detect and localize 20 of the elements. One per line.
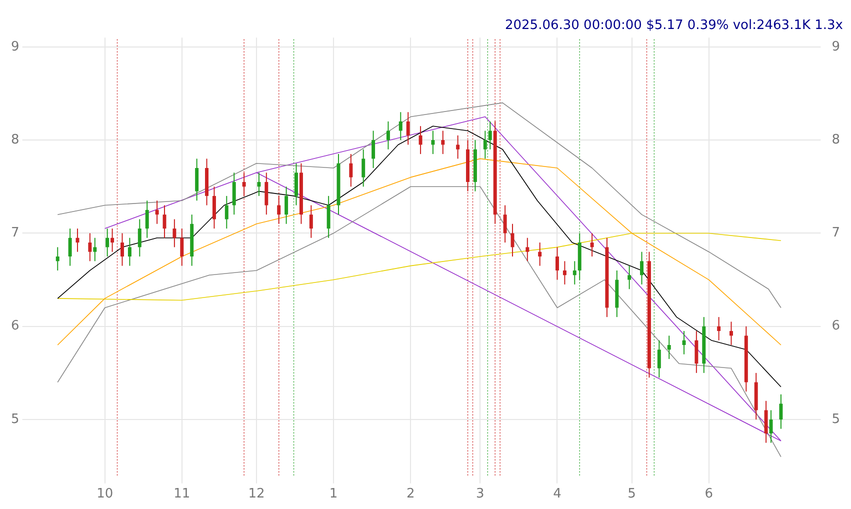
x-tick-label: 10 <box>96 486 114 502</box>
x-tick-label: 5 <box>628 486 636 502</box>
x-tick-label: 12 <box>248 486 265 502</box>
y2-tick-label: 5 <box>832 412 840 427</box>
y2-tick-label: 9 <box>832 39 840 54</box>
y-tick-label: 6 <box>10 318 20 334</box>
x-tick-label: 4 <box>553 486 562 502</box>
x-tick-label: 3 <box>476 486 484 502</box>
chart-title: 2025.06.30 00:00:00 $5.17 0.39% vol:2463.1K 1.3x <box>504 18 844 34</box>
y2-tick-label: 6 <box>832 318 840 334</box>
y2-tick-label: 7 <box>832 226 840 241</box>
y-tick-label: 9 <box>10 39 20 54</box>
y-tick-label: 7 <box>10 226 20 241</box>
x-tick-label: 6 <box>704 486 714 502</box>
y2-tick-label: 8 <box>832 132 840 148</box>
y-tick-label: 5 <box>10 412 20 427</box>
x-tick-label: 2 <box>406 486 415 502</box>
x-tick-label: 11 <box>174 486 190 502</box>
x-tick-label: 1 <box>329 486 338 502</box>
y-tick-label: 8 <box>10 132 20 148</box>
